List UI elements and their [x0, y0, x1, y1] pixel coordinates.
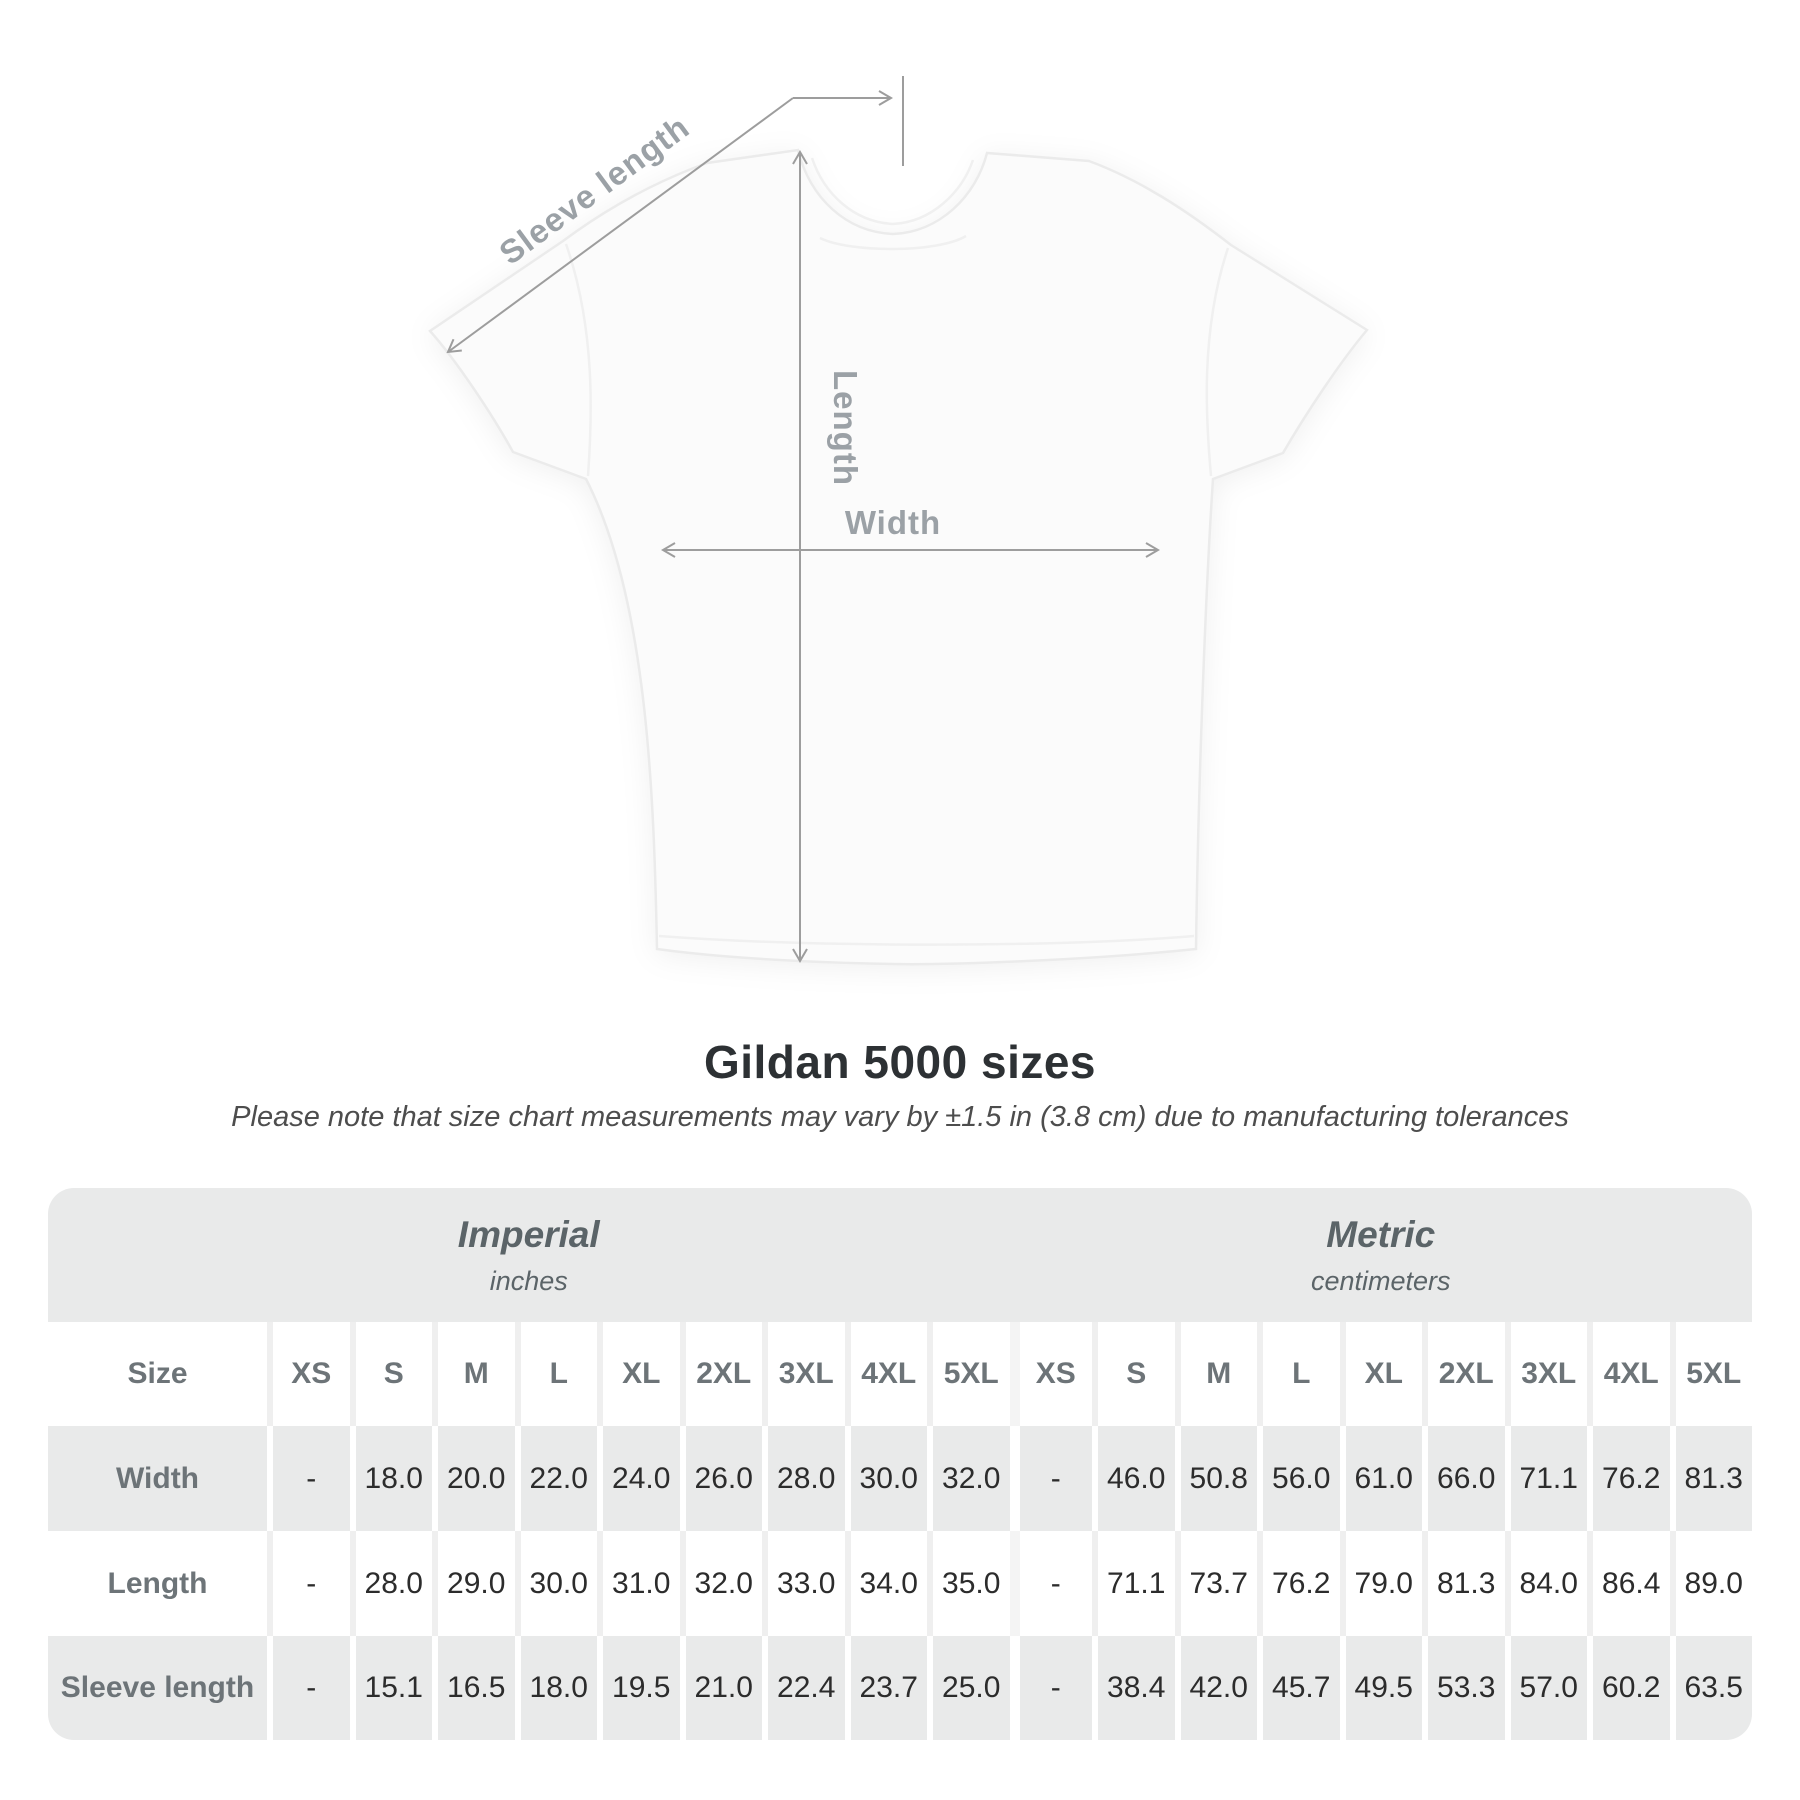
- measurement-cell: 35.0: [927, 1531, 1010, 1636]
- size-col-metric-xl: XL: [1339, 1322, 1422, 1426]
- measurement-cell: 16.5: [432, 1636, 515, 1740]
- measurement-cell: 20.0: [432, 1426, 515, 1531]
- measurement-cell: 28.0: [349, 1531, 432, 1636]
- size-col-imperial-m: M: [432, 1322, 515, 1426]
- size-header: Size: [48, 1322, 267, 1426]
- size-col-metric-4xl: 4XL: [1587, 1322, 1670, 1426]
- measurement-cell: 49.5: [1339, 1636, 1422, 1740]
- measurement-cell: -: [267, 1636, 350, 1740]
- measurement-cell: 22.0: [514, 1426, 597, 1531]
- measurement-cell: 18.0: [349, 1426, 432, 1531]
- size-col-imperial-s: S: [349, 1322, 432, 1426]
- metric-unit: centimeters: [1310, 1265, 1451, 1296]
- measurement-cell: -: [267, 1531, 350, 1636]
- measurement-cell: 46.0: [1092, 1426, 1175, 1531]
- size-col-metric-5xl: 5XL: [1669, 1322, 1752, 1426]
- size-col-imperial-l: L: [514, 1322, 597, 1426]
- measurement-cell: 19.5: [597, 1636, 680, 1740]
- measurement-cell: 63.5: [1669, 1636, 1752, 1740]
- measurement-cell: 60.2: [1587, 1636, 1670, 1740]
- size-col-metric-s: S: [1092, 1322, 1175, 1426]
- sleeve-length-arrow: [446, 97, 794, 354]
- row-label-length: Length: [48, 1531, 267, 1636]
- measurement-cell: 86.4: [1587, 1531, 1670, 1636]
- tshirt-details: [564, 157, 1230, 946]
- measurement-cell: 76.2: [1587, 1426, 1670, 1531]
- measurement-cell: 56.0: [1257, 1426, 1340, 1531]
- page-title: Gildan 5000 sizes: [703, 1036, 1097, 1088]
- measurement-cell: 15.1: [349, 1636, 432, 1740]
- measurement-cell: -: [267, 1426, 350, 1531]
- measurement-cell: 30.0: [514, 1531, 597, 1636]
- measurement-cell: 42.0: [1174, 1636, 1257, 1740]
- measurement-cell: 71.1: [1092, 1531, 1175, 1636]
- measurement-cell: 45.7: [1257, 1636, 1340, 1740]
- measurement-cell: -: [1009, 1531, 1092, 1636]
- metric-title: Metric: [1326, 1213, 1436, 1255]
- size-col-metric-l: L: [1257, 1322, 1340, 1426]
- measurement-cell: 89.0: [1669, 1531, 1752, 1636]
- measurement-cell: 84.0: [1504, 1531, 1587, 1636]
- size-col-imperial-xl: XL: [597, 1322, 680, 1426]
- unit-group-metric: Metric centimeters: [1009, 1188, 1752, 1322]
- size-col-metric-xs: XS: [1009, 1322, 1092, 1426]
- size-col-imperial-2xl: 2XL: [679, 1322, 762, 1426]
- measurement-cell: 61.0: [1339, 1426, 1422, 1531]
- imperial-title: Imperial: [457, 1213, 600, 1255]
- title-block: Gildan 5000 sizes Please note that size …: [0, 1035, 1800, 1134]
- length-label: Length: [827, 370, 864, 486]
- width-label: Width: [845, 504, 941, 541]
- measurement-cell: 28.0: [762, 1426, 845, 1531]
- imperial-unit: inches: [489, 1265, 568, 1296]
- row-label-sleeve-length: Sleeve length: [48, 1636, 267, 1740]
- measurement-cell: 53.3: [1422, 1636, 1505, 1740]
- measurement-cell: 24.0: [597, 1426, 680, 1531]
- measurement-cell: 18.0: [514, 1636, 597, 1740]
- tolerance-note: Please note that size chart measurements…: [231, 1101, 1569, 1133]
- measurement-cell: -: [1009, 1426, 1092, 1531]
- measurement-cell: 29.0: [432, 1531, 515, 1636]
- tshirt-measurement-diagram: Sleeve length Length Width: [428, 76, 1369, 966]
- measurement-cell: 81.3: [1422, 1531, 1505, 1636]
- measurement-cell: 21.0: [679, 1636, 762, 1740]
- measurement-cell: 50.8: [1174, 1426, 1257, 1531]
- size-col-metric-m: M: [1174, 1322, 1257, 1426]
- size-col-imperial-4xl: 4XL: [844, 1322, 927, 1426]
- measurement-cell: 31.0: [597, 1531, 680, 1636]
- size-table: Imperial inches Metric centimeters Size …: [48, 1188, 1752, 1740]
- measurement-cell: 33.0: [762, 1531, 845, 1636]
- measurement-cell: 26.0: [679, 1426, 762, 1531]
- size-col-metric-2xl: 2XL: [1422, 1322, 1505, 1426]
- size-col-metric-3xl: 3XL: [1504, 1322, 1587, 1426]
- measurement-cell: 23.7: [844, 1636, 927, 1740]
- measurement-cell: 25.0: [927, 1636, 1010, 1740]
- measurement-cell: 30.0: [844, 1426, 927, 1531]
- measurement-cell: 79.0: [1339, 1531, 1422, 1636]
- measurement-cell: 81.3: [1669, 1426, 1752, 1531]
- row-label-width: Width: [48, 1426, 267, 1531]
- measurement-cell: 32.0: [679, 1531, 762, 1636]
- measurement-cell: 76.2: [1257, 1531, 1340, 1636]
- measurement-cell: 57.0: [1504, 1636, 1587, 1740]
- measurement-cell: 38.4: [1092, 1636, 1175, 1740]
- measurement-cell: 73.7: [1174, 1531, 1257, 1636]
- measurement-cell: 34.0: [844, 1531, 927, 1636]
- size-col-imperial-3xl: 3XL: [762, 1322, 845, 1426]
- size-col-imperial-xs: XS: [267, 1322, 350, 1426]
- unit-group-imperial: Imperial inches: [48, 1188, 1010, 1322]
- measurement-lines: [446, 76, 1160, 963]
- size-col-imperial-5xl: 5XL: [927, 1322, 1010, 1426]
- tshirt-graphic: [428, 148, 1369, 966]
- measurement-cell: 66.0: [1422, 1426, 1505, 1531]
- measurement-cell: -: [1009, 1636, 1092, 1740]
- measurement-cell: 71.1: [1504, 1426, 1587, 1531]
- measurement-cell: 32.0: [927, 1426, 1010, 1531]
- measurement-cell: 22.4: [762, 1636, 845, 1740]
